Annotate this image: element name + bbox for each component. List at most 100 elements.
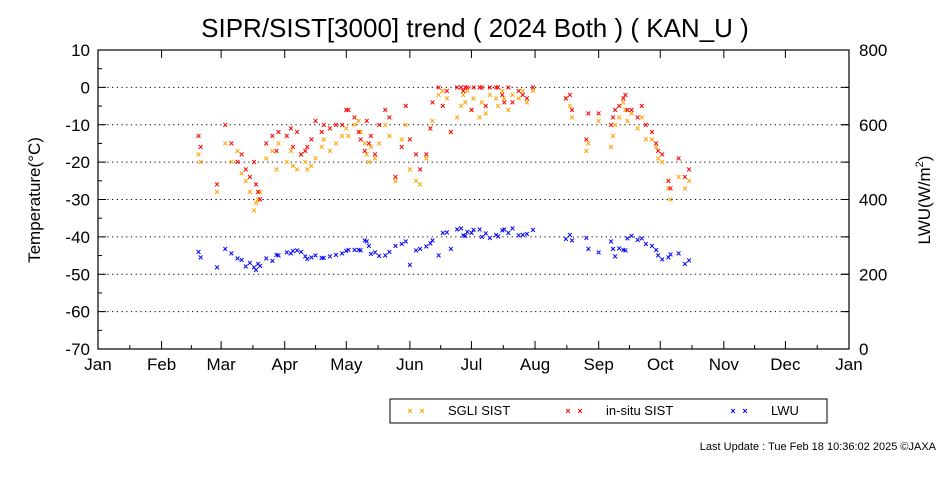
data-point: × [321, 253, 326, 263]
data-point: × [428, 239, 433, 249]
data-point: × [372, 150, 377, 160]
data-point: × [479, 82, 484, 92]
data-point: × [387, 247, 392, 257]
data-point: × [530, 86, 535, 96]
data-point: × [305, 142, 310, 152]
data-point: × [270, 131, 275, 141]
data-point: × [251, 263, 256, 273]
data-point: × [399, 142, 404, 152]
data-point: × [321, 120, 326, 130]
data-point: × [403, 237, 408, 247]
data-point: × [235, 157, 240, 167]
data-point: × [454, 224, 459, 234]
data-point: × [469, 105, 474, 115]
legend-label: in-situ SIST [606, 403, 673, 418]
data-point: × [368, 131, 373, 141]
data-point: × [407, 165, 412, 175]
left-y-tick-label: -70 [65, 340, 90, 359]
data-point: × [461, 86, 466, 96]
data-point: × [629, 231, 634, 241]
data-point: × [676, 172, 681, 182]
data-point: × [444, 86, 449, 96]
data-point: × [313, 116, 318, 126]
data-point: × [424, 150, 429, 160]
data-point: × [229, 249, 234, 259]
data-point: × [639, 101, 644, 111]
left-y-axis-label: Temperature(°C) [25, 137, 44, 263]
data-point: × [313, 251, 318, 261]
x-month-label: Jan [84, 355, 111, 374]
data-point: × [454, 112, 459, 122]
data-point: × [612, 120, 617, 130]
left-y-tick-label: -60 [65, 303, 90, 322]
data-point: × [477, 224, 482, 234]
data-point: × [428, 123, 433, 133]
data-point: × [653, 142, 658, 152]
data-point: × [251, 206, 256, 216]
data-point: × [214, 187, 219, 197]
data-point: × [294, 127, 299, 137]
data-point: × [333, 120, 338, 130]
data-point: × [668, 249, 673, 259]
data-point: × [418, 165, 423, 175]
x-month-label: Oct [647, 355, 674, 374]
data-point: × [567, 101, 572, 111]
data-point: × [502, 94, 507, 104]
data-point: × [290, 246, 295, 256]
data-point: × [223, 120, 228, 130]
data-point: × [506, 105, 511, 115]
data-point: × [253, 180, 258, 190]
data-point: × [276, 251, 281, 261]
data-point: × [290, 161, 295, 171]
data-point: × [257, 195, 262, 205]
data-point: × [309, 161, 314, 171]
data-point: × [223, 244, 228, 254]
data-point: × [623, 245, 628, 255]
data-point: × [610, 131, 615, 141]
data-point: × [617, 112, 622, 122]
data-point: × [257, 187, 262, 197]
data-point: × [247, 258, 252, 268]
data-point: × [444, 94, 449, 104]
data-point: × [424, 153, 429, 163]
data-marks: ××××××××××××××××××××××××××××××××××××××××… [196, 82, 692, 274]
data-point: × [257, 261, 262, 271]
series-sgli-sist: ××××××××××××××××××××××××××××××××××××××××… [196, 86, 692, 216]
data-point: × [340, 131, 345, 141]
data-point: × [596, 248, 601, 258]
data-point: × [621, 245, 626, 255]
data-point: × [586, 109, 591, 119]
data-point: × [243, 176, 248, 186]
data-point: × [639, 234, 644, 244]
data-point: × [440, 101, 445, 111]
data-point: × [294, 165, 299, 175]
data-point: × [313, 153, 318, 163]
data-point: × [366, 138, 371, 148]
legend-marker: × [577, 406, 582, 416]
data-point: × [500, 226, 505, 236]
data-point: × [247, 172, 252, 182]
left-y-tick-label: 0 [81, 78, 90, 97]
legend-box [389, 398, 828, 424]
data-point: × [383, 120, 388, 130]
data-point: × [333, 138, 338, 148]
data-point: × [305, 165, 310, 175]
data-point: × [358, 127, 363, 137]
data-point: × [621, 94, 626, 104]
data-point: × [229, 157, 234, 167]
data-point: × [502, 97, 507, 107]
data-point: × [469, 228, 474, 238]
data-point: × [255, 195, 260, 205]
data-point: × [294, 245, 299, 255]
data-point: × [649, 135, 654, 145]
data-point: × [635, 112, 640, 122]
data-point: × [516, 230, 521, 240]
data-point: × [502, 224, 507, 234]
data-point: × [649, 241, 654, 251]
data-point: × [569, 236, 574, 246]
data-point: × [436, 90, 441, 100]
right-y-axis-label-tail: ) [915, 156, 934, 162]
data-point: × [274, 250, 279, 260]
x-month-label: Sep [584, 355, 614, 374]
data-point: × [563, 94, 568, 104]
